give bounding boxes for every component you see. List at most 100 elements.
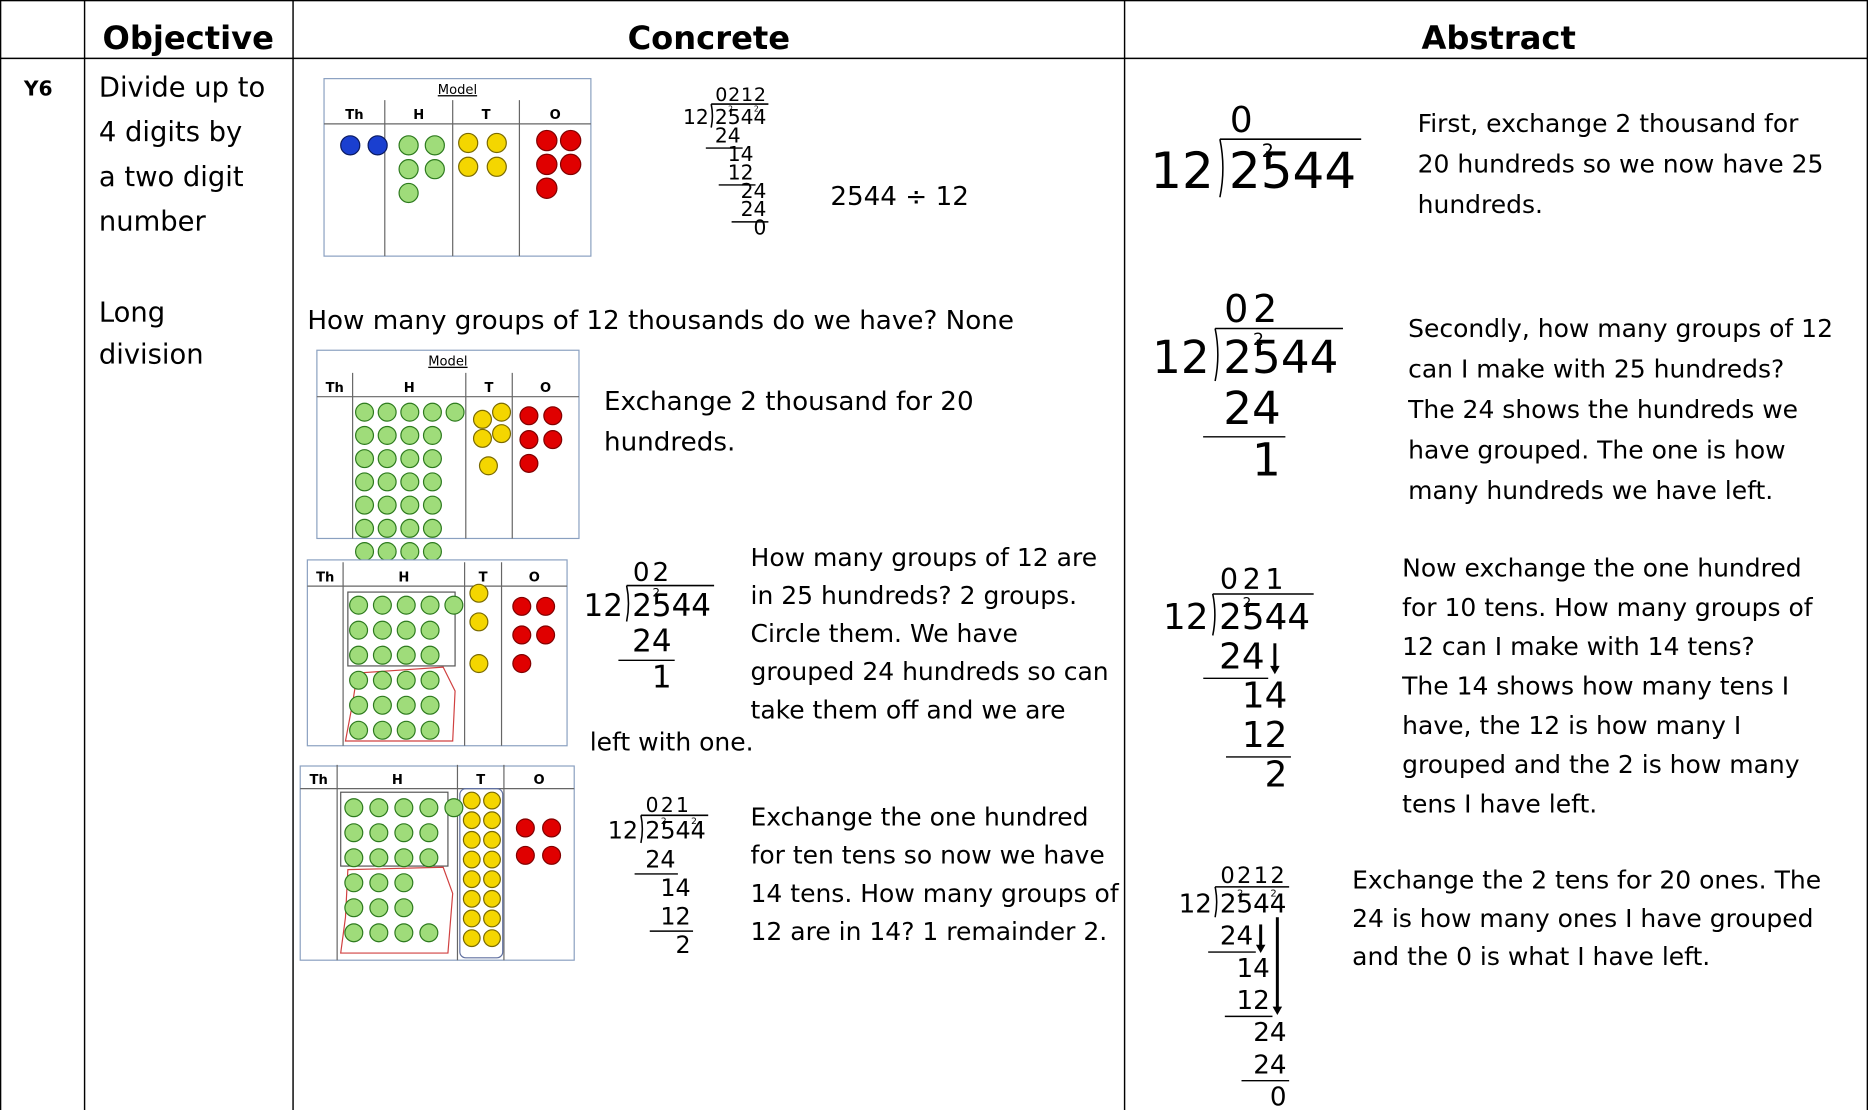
counter bbox=[394, 873, 414, 893]
working: 24 bbox=[1223, 382, 1281, 435]
step-text: tens I have left. bbox=[1402, 789, 1597, 818]
step-text: hundreds. bbox=[1418, 190, 1543, 219]
counter bbox=[377, 495, 397, 515]
step-text: have grouped. The one is how bbox=[1408, 436, 1785, 465]
exchange-mark: 2 bbox=[1253, 330, 1264, 350]
working: 12 bbox=[728, 160, 754, 184]
counter bbox=[394, 798, 414, 818]
counter bbox=[394, 848, 414, 868]
chart-column-label: O bbox=[529, 570, 540, 585]
counter bbox=[394, 823, 414, 843]
step-text: The 14 shows how many tens I bbox=[1401, 672, 1789, 701]
divisor: 12 bbox=[1163, 597, 1208, 638]
chart-title: Model bbox=[428, 355, 467, 370]
division-bracket bbox=[625, 585, 630, 622]
working: 24 bbox=[645, 845, 675, 873]
exchange-mark: 2 bbox=[653, 586, 661, 600]
year-label: Y6 bbox=[23, 76, 53, 100]
step-text: take them off and we are bbox=[751, 695, 1066, 724]
quotient: 02 bbox=[1224, 287, 1282, 331]
counter bbox=[422, 472, 442, 492]
chart-column-label: Th bbox=[310, 773, 328, 788]
division-bracket bbox=[1211, 593, 1216, 636]
counter bbox=[400, 495, 420, 515]
working: 2 bbox=[1265, 754, 1288, 795]
counter bbox=[512, 625, 532, 645]
counter bbox=[515, 845, 535, 865]
counter bbox=[462, 850, 481, 869]
counter bbox=[419, 798, 439, 818]
counter bbox=[543, 430, 563, 450]
counter bbox=[372, 620, 392, 640]
working: 14 bbox=[728, 142, 754, 166]
chart-column-label: H bbox=[392, 773, 403, 788]
counter bbox=[536, 177, 558, 199]
working: 24 bbox=[1253, 1018, 1286, 1048]
exchange-mark: 2 bbox=[754, 104, 759, 113]
working: 14 bbox=[1242, 676, 1287, 717]
counter bbox=[542, 845, 562, 865]
counter bbox=[469, 612, 489, 632]
exchange-mark: 2 bbox=[1262, 140, 1274, 162]
counter bbox=[483, 791, 501, 810]
step-text: many hundreds we have left. bbox=[1408, 476, 1773, 505]
quotient: 0212 bbox=[715, 84, 767, 106]
counter bbox=[355, 449, 375, 469]
counter bbox=[372, 695, 392, 715]
step-text: have, the 12 is how many I bbox=[1402, 711, 1741, 740]
dividend: 2544 bbox=[645, 817, 706, 845]
chart-title: Model bbox=[438, 83, 477, 98]
counter bbox=[444, 595, 464, 615]
working: 12 bbox=[1242, 715, 1287, 756]
exchange-mark: 2 bbox=[728, 104, 733, 113]
quotient: 02 bbox=[633, 558, 672, 588]
counter bbox=[340, 135, 361, 156]
chart-column-label: O bbox=[540, 381, 551, 396]
quotient: 0212 bbox=[1220, 863, 1287, 889]
counter bbox=[400, 449, 420, 469]
counter bbox=[349, 670, 369, 690]
counter bbox=[372, 595, 392, 615]
step-text: Secondly, how many groups of 12 bbox=[1408, 314, 1833, 343]
working: 1 bbox=[1252, 433, 1281, 486]
counter bbox=[355, 495, 375, 515]
chart-column-label: Th bbox=[316, 570, 334, 585]
step-text: for 10 tens. How many groups of bbox=[1402, 593, 1814, 622]
counter bbox=[519, 453, 539, 473]
group-outline bbox=[340, 866, 454, 954]
counter bbox=[462, 870, 481, 889]
counter bbox=[377, 518, 397, 538]
counter bbox=[420, 695, 440, 715]
counter bbox=[369, 848, 389, 868]
counter bbox=[377, 402, 397, 422]
step-text: First, exchange 2 thousand for bbox=[1418, 109, 1799, 138]
counter bbox=[398, 182, 419, 204]
counter bbox=[367, 135, 388, 156]
exchange-mark: 2 bbox=[1237, 888, 1243, 899]
counter bbox=[424, 135, 445, 156]
counter bbox=[472, 428, 493, 448]
step-text: grouped and the 2 is how many bbox=[1402, 750, 1800, 779]
counter bbox=[462, 791, 481, 810]
counter bbox=[420, 620, 440, 640]
counter bbox=[398, 159, 419, 180]
counter bbox=[486, 132, 507, 154]
counter bbox=[472, 409, 493, 429]
working: 24 bbox=[715, 123, 741, 147]
method-text: Long bbox=[99, 298, 165, 329]
division-bracket bbox=[640, 815, 644, 844]
counter bbox=[394, 898, 414, 918]
counter bbox=[512, 654, 532, 674]
step-text: left with one. bbox=[590, 728, 754, 757]
step-text: Exchange 2 thousand for 20 bbox=[604, 387, 974, 417]
working: 14 bbox=[660, 874, 690, 902]
working: 24 bbox=[1219, 636, 1264, 677]
counter bbox=[349, 720, 369, 740]
counter bbox=[344, 798, 364, 818]
counter bbox=[377, 472, 397, 492]
working: 24 bbox=[1220, 922, 1253, 952]
chart-column-label: T bbox=[485, 381, 494, 396]
dividend: 2544 bbox=[1219, 597, 1310, 638]
counter bbox=[400, 542, 420, 562]
step-text: hundreds. bbox=[604, 427, 735, 457]
